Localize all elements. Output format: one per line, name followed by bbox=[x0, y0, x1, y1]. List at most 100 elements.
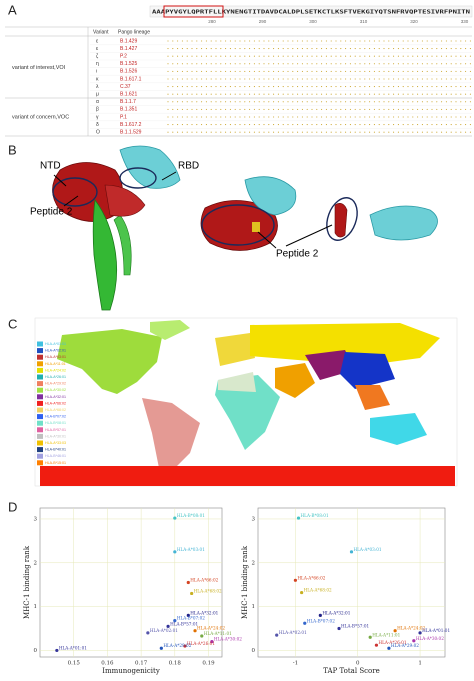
residue-dot bbox=[455, 78, 457, 80]
residue-dot bbox=[426, 116, 428, 118]
legend-label: HLA-A*29:02 bbox=[45, 382, 66, 386]
residue-dot bbox=[407, 70, 409, 72]
residue-dot bbox=[445, 78, 447, 80]
residue-dot bbox=[239, 86, 241, 88]
residue-dot bbox=[282, 63, 284, 65]
residue-dot bbox=[292, 124, 294, 126]
residue-dot bbox=[268, 124, 270, 126]
residue-dot bbox=[378, 48, 380, 50]
residue-dot bbox=[450, 108, 452, 110]
variant: ε bbox=[96, 38, 99, 44]
residue-dot bbox=[201, 124, 203, 126]
residue-dot bbox=[469, 124, 471, 126]
residue-dot bbox=[239, 101, 241, 103]
x-tick-label: 0.16 bbox=[101, 661, 114, 667]
residue-dot bbox=[436, 63, 438, 65]
residue-dot bbox=[297, 78, 299, 80]
residue-dot bbox=[407, 78, 409, 80]
residue-dot bbox=[172, 108, 174, 110]
residue-dot bbox=[225, 124, 227, 126]
residue-dot bbox=[431, 131, 433, 133]
residue-dot bbox=[349, 131, 351, 133]
residue-dot bbox=[311, 86, 313, 88]
residue-dot bbox=[210, 131, 212, 133]
legend-swatch bbox=[37, 400, 43, 406]
residue-dot bbox=[383, 116, 385, 118]
residue-dot bbox=[340, 131, 342, 133]
residue-dot bbox=[244, 63, 246, 65]
residue-dot bbox=[287, 116, 289, 118]
residue-dot bbox=[469, 101, 471, 103]
residue-dot bbox=[258, 55, 260, 57]
residue-dot bbox=[220, 124, 222, 126]
residue-dot bbox=[330, 93, 332, 95]
residue-dot bbox=[421, 86, 423, 88]
residue-dot bbox=[340, 101, 342, 103]
residue-dot bbox=[407, 48, 409, 50]
residue-dot bbox=[469, 70, 471, 72]
residue-dot bbox=[421, 108, 423, 110]
residue-dot bbox=[234, 48, 236, 50]
residue-dot bbox=[465, 108, 467, 110]
lineage: B.1.1.7 bbox=[120, 99, 136, 105]
residue-dot bbox=[181, 131, 183, 133]
residue-dot bbox=[282, 78, 284, 80]
y-tick-label: 2 bbox=[252, 560, 256, 566]
residue-dot bbox=[172, 116, 174, 118]
residue-dot bbox=[249, 78, 251, 80]
legend-label: HLA-A*30:01 bbox=[45, 434, 66, 438]
residue-dot bbox=[397, 48, 399, 50]
residue-dot bbox=[450, 55, 452, 57]
residue-dot bbox=[292, 116, 294, 118]
legend-label: HLA-B*15:01 bbox=[45, 461, 66, 465]
x-tick-label: -1 bbox=[293, 661, 298, 667]
residue-dot bbox=[277, 93, 279, 95]
residue-dot bbox=[335, 116, 337, 118]
residue-dot bbox=[359, 131, 361, 133]
residue-dot bbox=[191, 131, 193, 133]
residue-dot bbox=[253, 63, 255, 65]
residue-dot bbox=[282, 116, 284, 118]
y-tick-label: 0 bbox=[252, 648, 256, 654]
residue-dot bbox=[316, 131, 318, 133]
residue-dot bbox=[186, 124, 188, 126]
residue-dot bbox=[177, 48, 179, 50]
residue-dot bbox=[426, 63, 428, 65]
residue-dot bbox=[417, 40, 419, 42]
position-label: 320 bbox=[410, 19, 418, 24]
residue-dot bbox=[359, 124, 361, 126]
residue-dot bbox=[402, 78, 404, 80]
variant: β bbox=[96, 107, 99, 113]
residue-dot bbox=[330, 86, 332, 88]
residue-dot bbox=[201, 55, 203, 57]
residue-dot bbox=[301, 116, 303, 118]
residue-dot bbox=[306, 124, 308, 126]
panel-label: C bbox=[8, 316, 17, 331]
residue-dot bbox=[172, 70, 174, 72]
lineage: B.1.429 bbox=[120, 38, 137, 44]
residue-dot bbox=[177, 78, 179, 80]
residue-dot bbox=[364, 108, 366, 110]
residue-dot bbox=[177, 63, 179, 65]
residue-dot bbox=[273, 124, 275, 126]
residue-dot bbox=[234, 116, 236, 118]
point bbox=[193, 629, 197, 633]
residue-dot bbox=[345, 116, 347, 118]
plot-frame bbox=[39, 507, 223, 658]
residue-dot bbox=[239, 78, 241, 80]
residue-dot bbox=[220, 108, 222, 110]
residue-dot bbox=[369, 55, 371, 57]
residue-dot bbox=[234, 40, 236, 42]
residue-dot bbox=[469, 78, 471, 80]
residue-dot bbox=[397, 131, 399, 133]
residue-dot bbox=[196, 116, 198, 118]
x-tick-label: 0.18 bbox=[169, 661, 182, 667]
residue-dot bbox=[287, 55, 289, 57]
point bbox=[412, 639, 416, 643]
residue-dot bbox=[268, 48, 270, 50]
lineage: B.1.427 bbox=[120, 46, 137, 52]
residue-dot bbox=[335, 86, 337, 88]
residue-dot bbox=[321, 116, 323, 118]
residue-dot bbox=[354, 40, 356, 42]
residue-dot bbox=[436, 131, 438, 133]
